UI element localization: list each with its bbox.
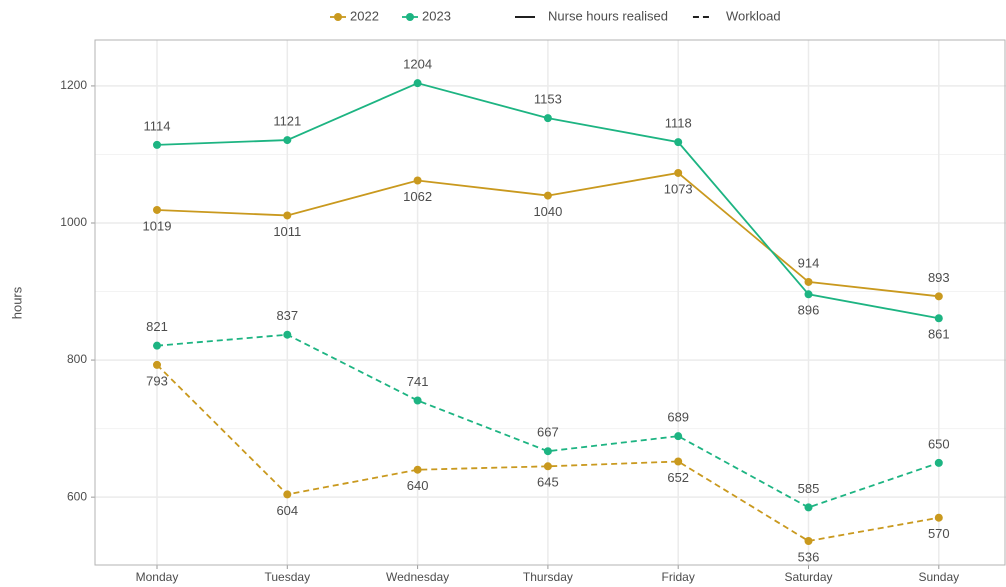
point xyxy=(934,458,943,467)
point xyxy=(804,290,813,299)
data-label: 861 xyxy=(928,327,950,342)
y-tick-label: 1200 xyxy=(60,78,87,92)
y-tick-label: 600 xyxy=(67,489,87,503)
point xyxy=(153,360,161,369)
point xyxy=(674,138,683,147)
point xyxy=(804,503,813,512)
point xyxy=(283,330,292,339)
x-tick-label: Friday xyxy=(662,570,695,584)
point xyxy=(543,447,552,456)
legend-label: 2023 xyxy=(422,8,451,23)
plot-border xyxy=(94,39,1006,566)
x-tick-label: Monday xyxy=(136,570,179,584)
y-axis-label: hours xyxy=(9,286,24,319)
point xyxy=(283,136,292,145)
data-label: 914 xyxy=(798,255,820,270)
point xyxy=(543,114,552,123)
data-label: 1121 xyxy=(273,114,301,129)
data-label: 1019 xyxy=(143,218,172,233)
point xyxy=(674,432,683,441)
data-label: 652 xyxy=(667,470,689,485)
y-tick-label: 1000 xyxy=(60,215,87,229)
data-label: 1011 xyxy=(273,224,301,239)
data-label: 650 xyxy=(928,436,950,451)
point xyxy=(413,465,422,474)
data-label: 821 xyxy=(146,319,168,334)
data-label: 536 xyxy=(798,549,820,564)
point xyxy=(153,341,161,350)
legend-dot xyxy=(334,13,342,21)
data-label: 667 xyxy=(537,425,559,440)
x-tick-label: Wednesday xyxy=(386,570,449,584)
data-label: 604 xyxy=(276,503,298,518)
legend-dot xyxy=(406,13,414,21)
point xyxy=(153,205,161,214)
data-label: 1073 xyxy=(664,181,693,196)
data-label: 1040 xyxy=(533,204,562,219)
data-label: 689 xyxy=(667,410,689,425)
data-label: 837 xyxy=(276,308,298,323)
y-tick-label: 800 xyxy=(67,352,87,366)
legend-label: Workload xyxy=(726,8,781,23)
point xyxy=(934,314,943,323)
point xyxy=(413,396,422,405)
point xyxy=(543,462,552,471)
point xyxy=(674,457,683,466)
point xyxy=(804,277,813,286)
data-label: 645 xyxy=(537,475,559,490)
data-label: 793 xyxy=(146,373,168,388)
point xyxy=(674,168,683,177)
point xyxy=(283,490,292,499)
point xyxy=(153,140,161,149)
data-label: 1114 xyxy=(144,118,171,133)
x-tick-label: Tuesday xyxy=(265,570,311,584)
data-label: 1062 xyxy=(403,189,432,204)
point xyxy=(934,292,943,301)
data-label: 896 xyxy=(798,303,820,318)
data-label: 1153 xyxy=(534,92,562,107)
point xyxy=(413,79,422,88)
data-label: 893 xyxy=(928,270,950,285)
point xyxy=(934,513,943,522)
data-label: 1118 xyxy=(665,116,692,131)
point xyxy=(543,191,552,200)
point xyxy=(283,211,292,220)
data-label: 640 xyxy=(407,478,429,493)
x-tick-label: Saturday xyxy=(784,570,832,584)
legend-label: 2022 xyxy=(350,8,379,23)
x-tick-label: Sunday xyxy=(918,570,959,584)
data-label: 585 xyxy=(798,481,820,496)
data-label: 1204 xyxy=(403,57,432,72)
point xyxy=(413,176,422,185)
x-tick-label: Thursday xyxy=(523,570,573,584)
data-label: 741 xyxy=(407,374,429,389)
data-label: 570 xyxy=(928,526,950,541)
point xyxy=(804,537,813,546)
legend-label: Nurse hours realised xyxy=(548,8,668,23)
